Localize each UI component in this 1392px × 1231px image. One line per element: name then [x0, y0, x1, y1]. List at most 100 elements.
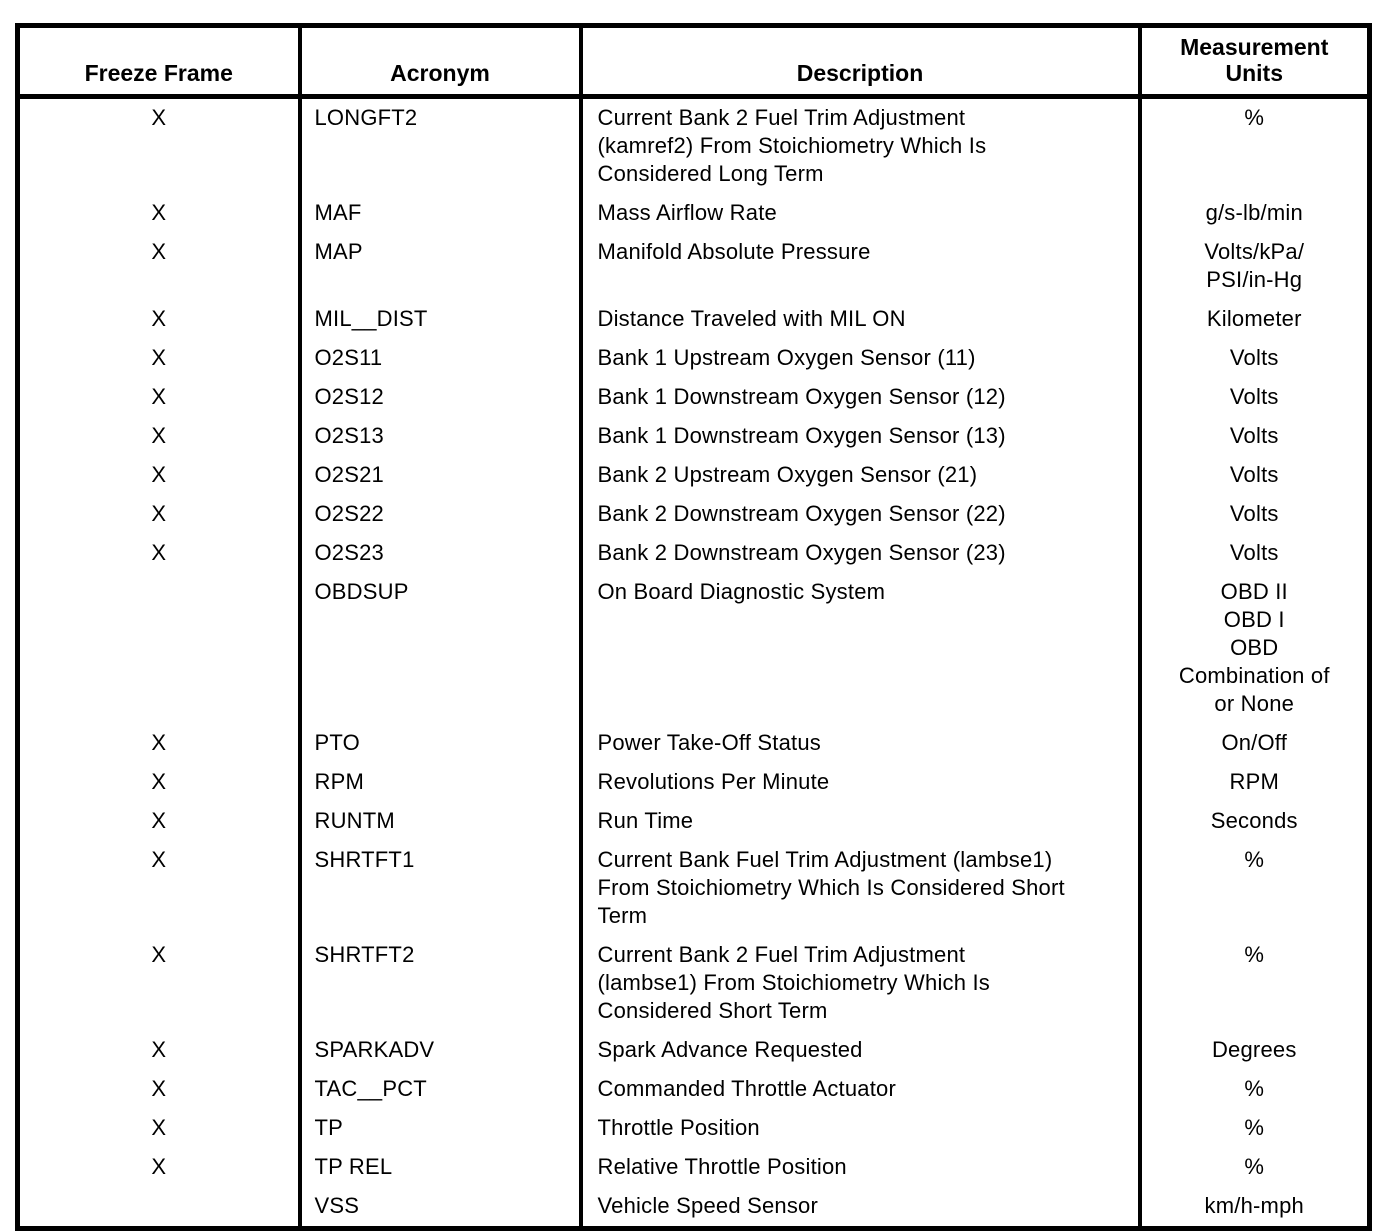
description-cell: Current Bank 2 Fuel Trim Adjustment (lam…: [578, 936, 1142, 1031]
description-cell: Vehicle Speed Sensor: [578, 1187, 1142, 1229]
units-cell: Degrees: [1137, 1031, 1372, 1070]
description-cell: Power Take-Off Status: [578, 724, 1142, 763]
description-cell: Bank 1 Downstream Oxygen Sensor (13): [578, 417, 1142, 456]
acronym-cell: VSS: [297, 1187, 583, 1229]
description-cell: Bank 1 Downstream Oxygen Sensor (12): [578, 378, 1142, 417]
table-row: X O2S22 Bank 2 Downstream Oxygen Sensor …: [15, 495, 1372, 534]
units-cell: %: [1137, 1109, 1372, 1148]
units-cell: Kilometer: [1137, 300, 1372, 339]
units-cell: Volts: [1137, 378, 1372, 417]
description-cell: Revolutions Per Minute: [578, 763, 1142, 802]
freeze-frame-cell: X: [15, 724, 302, 763]
table-row: X MIL__DIST Distance Traveled with MIL O…: [15, 300, 1372, 339]
units-cell: Volts: [1137, 495, 1372, 534]
table-row: X MAF Mass Airflow Rate g/s-lb/min: [15, 194, 1372, 233]
table-row: VSS Vehicle Speed Sensor km/h-mph: [15, 1187, 1372, 1229]
units-cell: Volts: [1137, 456, 1372, 495]
acronym-cell: OBDSUP: [297, 573, 583, 724]
freeze-frame-cell: X: [15, 378, 302, 417]
units-cell: Volts/kPa/ PSI/in-Hg: [1137, 233, 1372, 300]
freeze-frame-cell: [15, 1187, 302, 1229]
description-cell: Bank 2 Downstream Oxygen Sensor (22): [578, 495, 1142, 534]
table-row: X O2S11 Bank 1 Upstream Oxygen Sensor (1…: [15, 339, 1372, 378]
units-cell: Volts: [1137, 534, 1372, 573]
acronym-cell: RUNTM: [297, 802, 583, 841]
freeze-frame-cell: X: [15, 763, 302, 802]
header-description: Description: [578, 25, 1142, 99]
acronym-cell: TAC__PCT: [297, 1070, 583, 1109]
table-row: X TP Throttle Position %: [15, 1109, 1372, 1148]
acronym-cell: O2S22: [297, 495, 583, 534]
table-row: X O2S21 Bank 2 Upstream Oxygen Sensor (2…: [15, 456, 1372, 495]
freeze-frame-cell: X: [15, 456, 302, 495]
units-cell: Volts: [1137, 417, 1372, 456]
freeze-frame-cell: X: [15, 96, 302, 194]
table-row: X RUNTM Run Time Seconds: [15, 802, 1372, 841]
table-row: X SPARKADV Spark Advance Requested Degre…: [15, 1031, 1372, 1070]
description-cell: Bank 1 Upstream Oxygen Sensor (11): [578, 339, 1142, 378]
freeze-frame-cell: X: [15, 1148, 302, 1187]
freeze-frame-cell: X: [15, 417, 302, 456]
freeze-frame-cell: X: [15, 802, 302, 841]
freeze-frame-cell: X: [15, 194, 302, 233]
description-cell: Mass Airflow Rate: [578, 194, 1142, 233]
table-row: X PTO Power Take-Off Status On/Off: [15, 724, 1372, 763]
table-row: X TAC__PCT Commanded Throttle Actuator %: [15, 1070, 1372, 1109]
table-row: X TP REL Relative Throttle Position %: [15, 1148, 1372, 1187]
units-cell: %: [1137, 1070, 1372, 1109]
header-acronym: Acronym: [297, 25, 583, 99]
units-cell: km/h-mph: [1137, 1187, 1372, 1229]
acronym-cell: MIL__DIST: [297, 300, 583, 339]
freeze-frame-cell: X: [15, 300, 302, 339]
header-freeze-frame: Freeze Frame: [15, 25, 302, 99]
units-cell: OBD II OBD I OBD Combination of or None: [1137, 573, 1372, 724]
description-cell: Spark Advance Requested: [578, 1031, 1142, 1070]
header-measurement-units: Measurement Units: [1137, 25, 1372, 99]
description-cell: Distance Traveled with MIL ON: [578, 300, 1142, 339]
table-row: X LONGFT2 Current Bank 2 Fuel Trim Adjus…: [15, 96, 1372, 194]
table-row: X O2S23 Bank 2 Downstream Oxygen Sensor …: [15, 534, 1372, 573]
description-cell: Bank 2 Upstream Oxygen Sensor (21): [578, 456, 1142, 495]
units-cell: %: [1137, 936, 1372, 1031]
freeze-frame-cell: X: [15, 495, 302, 534]
acronym-cell: O2S13: [297, 417, 583, 456]
description-cell: Manifold Absolute Pressure: [578, 233, 1142, 300]
freeze-frame-cell: X: [15, 534, 302, 573]
header-row: Freeze Frame Acronym Description Measure…: [15, 25, 1372, 99]
acronym-cell: TP REL: [297, 1148, 583, 1187]
acronym-cell: SHRTFT2: [297, 936, 583, 1031]
freeze-frame-cell: X: [15, 233, 302, 300]
description-cell: Relative Throttle Position: [578, 1148, 1142, 1187]
units-cell: Volts: [1137, 339, 1372, 378]
description-cell: Current Bank 2 Fuel Trim Adjustment (kam…: [578, 96, 1142, 194]
acronym-cell: O2S21: [297, 456, 583, 495]
table-row: X MAP Manifold Absolute Pressure Volts/k…: [15, 233, 1372, 300]
table-row: X O2S13 Bank 1 Downstream Oxygen Sensor …: [15, 417, 1372, 456]
units-cell: Seconds: [1137, 802, 1372, 841]
acronym-cell: MAF: [297, 194, 583, 233]
acronym-cell: SHRTFT1: [297, 841, 583, 936]
units-cell: On/Off: [1137, 724, 1372, 763]
freeze-frame-cell: X: [15, 936, 302, 1031]
acronym-cell: SPARKADV: [297, 1031, 583, 1070]
units-cell: %: [1137, 96, 1372, 194]
table-row: X SHRTFT1 Current Bank Fuel Trim Adjustm…: [15, 841, 1372, 936]
acronym-cell: RPM: [297, 763, 583, 802]
description-cell: Throttle Position: [578, 1109, 1142, 1148]
acronym-cell: O2S11: [297, 339, 583, 378]
table-row: X RPM Revolutions Per Minute RPM: [15, 763, 1372, 802]
freeze-frame-cell: X: [15, 339, 302, 378]
description-cell: Bank 2 Downstream Oxygen Sensor (23): [578, 534, 1142, 573]
description-cell: Commanded Throttle Actuator: [578, 1070, 1142, 1109]
units-cell: %: [1137, 841, 1372, 936]
freeze-frame-cell: X: [15, 1109, 302, 1148]
acronym-cell: O2S12: [297, 378, 583, 417]
freeze-frame-cell: X: [15, 1070, 302, 1109]
freeze-frame-cell: X: [15, 841, 302, 936]
description-cell: Run Time: [578, 802, 1142, 841]
acronym-cell: PTO: [297, 724, 583, 763]
units-cell: RPM: [1137, 763, 1372, 802]
freeze-frame-parameters-table: Freeze Frame Acronym Description Measure…: [15, 23, 1372, 1231]
acronym-cell: O2S23: [297, 534, 583, 573]
